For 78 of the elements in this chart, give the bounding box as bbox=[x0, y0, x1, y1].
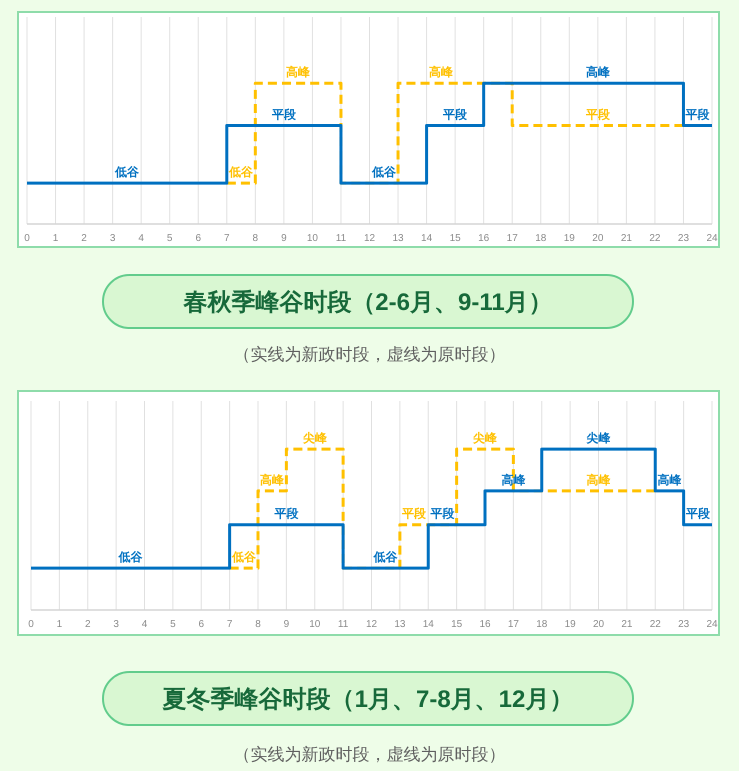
annotation: 平段 bbox=[273, 506, 300, 521]
annotation: 平段 bbox=[684, 107, 711, 122]
x-tick-label: 23 bbox=[678, 233, 690, 244]
x-tick-label: 14 bbox=[421, 233, 433, 244]
x-tick-label: 20 bbox=[592, 619, 604, 630]
text: 夏冬季峰谷时段（1月、7-8月、12月） bbox=[102, 671, 634, 726]
x-tick-label: 4 bbox=[142, 619, 148, 630]
annotation: 高峰 bbox=[286, 65, 312, 80]
x-tick-label: 16 bbox=[479, 619, 491, 630]
annotation: 平段 bbox=[429, 506, 456, 521]
annotation: 高峰 bbox=[586, 65, 611, 80]
text: （实线为新政时段，虚线为原时段） bbox=[232, 744, 506, 766]
x-tick-label: 4 bbox=[138, 233, 144, 244]
x-tick-label: 16 bbox=[478, 233, 490, 244]
annotation: 低谷 bbox=[370, 165, 397, 180]
x-tick-label: 10 bbox=[309, 619, 321, 630]
x-tick-label: 11 bbox=[338, 619, 349, 630]
annotation: 平段 bbox=[684, 506, 711, 521]
x-tick-label: 9 bbox=[284, 619, 290, 630]
x-tick-label: 3 bbox=[110, 233, 116, 244]
x-tick-label: 5 bbox=[166, 233, 173, 244]
annotation: 尖峰 bbox=[472, 431, 498, 446]
x-tick-label: 12 bbox=[364, 233, 376, 244]
annotation: 尖峰 bbox=[302, 431, 328, 446]
x-tick-label: 9 bbox=[281, 233, 288, 244]
x-tick-label: 2 bbox=[81, 233, 88, 244]
x-tick-label: 24 bbox=[706, 233, 718, 244]
x-tick-label: 12 bbox=[366, 619, 378, 630]
annotation: 高峰 bbox=[260, 472, 286, 487]
annotation: 低谷 bbox=[117, 550, 144, 564]
x-tick-label: 7 bbox=[226, 619, 233, 630]
annotation: 低谷 bbox=[372, 550, 399, 564]
x-tick-label: 17 bbox=[508, 619, 520, 630]
x-tick-label: 23 bbox=[678, 619, 690, 630]
x-tick-label: 24 bbox=[706, 619, 718, 630]
x-tick-label: 18 bbox=[536, 619, 548, 630]
annotation: 高峰 bbox=[501, 472, 526, 487]
annotation: 高峰 bbox=[586, 472, 612, 487]
x-tick-label: 19 bbox=[564, 619, 576, 630]
x-tick-label: 10 bbox=[306, 233, 318, 244]
x-tick-label: 0 bbox=[28, 619, 34, 630]
x-tick-label: 6 bbox=[198, 619, 204, 630]
annotation: 高峰 bbox=[428, 65, 454, 80]
x-tick-label: 22 bbox=[649, 233, 661, 244]
x-tick-label: 19 bbox=[564, 233, 576, 244]
x-tick-label: 1 bbox=[52, 233, 59, 244]
x-tick-label: 6 bbox=[195, 233, 202, 244]
x-tick-label: 17 bbox=[506, 233, 518, 244]
annotation: 低谷 bbox=[228, 165, 254, 180]
annotation: 平段 bbox=[270, 107, 297, 122]
x-tick-label: 8 bbox=[252, 233, 259, 244]
x-tick-label: 3 bbox=[113, 619, 120, 630]
x-tick-label: 2 bbox=[84, 619, 91, 630]
x-tick-label: 1 bbox=[56, 619, 63, 630]
x-tick-label: 7 bbox=[224, 233, 230, 244]
annotation: 平段 bbox=[401, 506, 428, 521]
annotation: 平段 bbox=[442, 107, 468, 122]
text: 春秋季峰谷时段（2-6月、9-11月） bbox=[102, 274, 634, 329]
annotation: 平段 bbox=[584, 107, 611, 122]
x-tick-label: 21 bbox=[621, 619, 633, 630]
x-tick-label: 0 bbox=[24, 233, 30, 244]
x-tick-label: 5 bbox=[170, 619, 176, 630]
x-tick-label: 13 bbox=[394, 619, 406, 630]
annotation: 低谷 bbox=[114, 165, 140, 180]
text: （实线为新政时段，虚线为原时段） bbox=[232, 344, 506, 366]
x-tick-label: 8 bbox=[255, 619, 262, 630]
annotation: 低谷 bbox=[230, 550, 257, 564]
x-tick-label: 20 bbox=[592, 233, 604, 244]
x-tick-label: 13 bbox=[392, 233, 404, 244]
x-tick-label: 21 bbox=[620, 233, 632, 244]
annotation: 高峰 bbox=[657, 472, 682, 487]
x-tick-label: 15 bbox=[451, 619, 463, 630]
x-tick-label: 11 bbox=[336, 233, 347, 244]
x-tick-label: 15 bbox=[450, 233, 462, 244]
annotation: 尖峰 bbox=[586, 431, 612, 446]
x-tick-label: 18 bbox=[535, 233, 547, 244]
x-tick-label: 14 bbox=[422, 619, 434, 630]
x-tick-label: 22 bbox=[650, 619, 662, 630]
